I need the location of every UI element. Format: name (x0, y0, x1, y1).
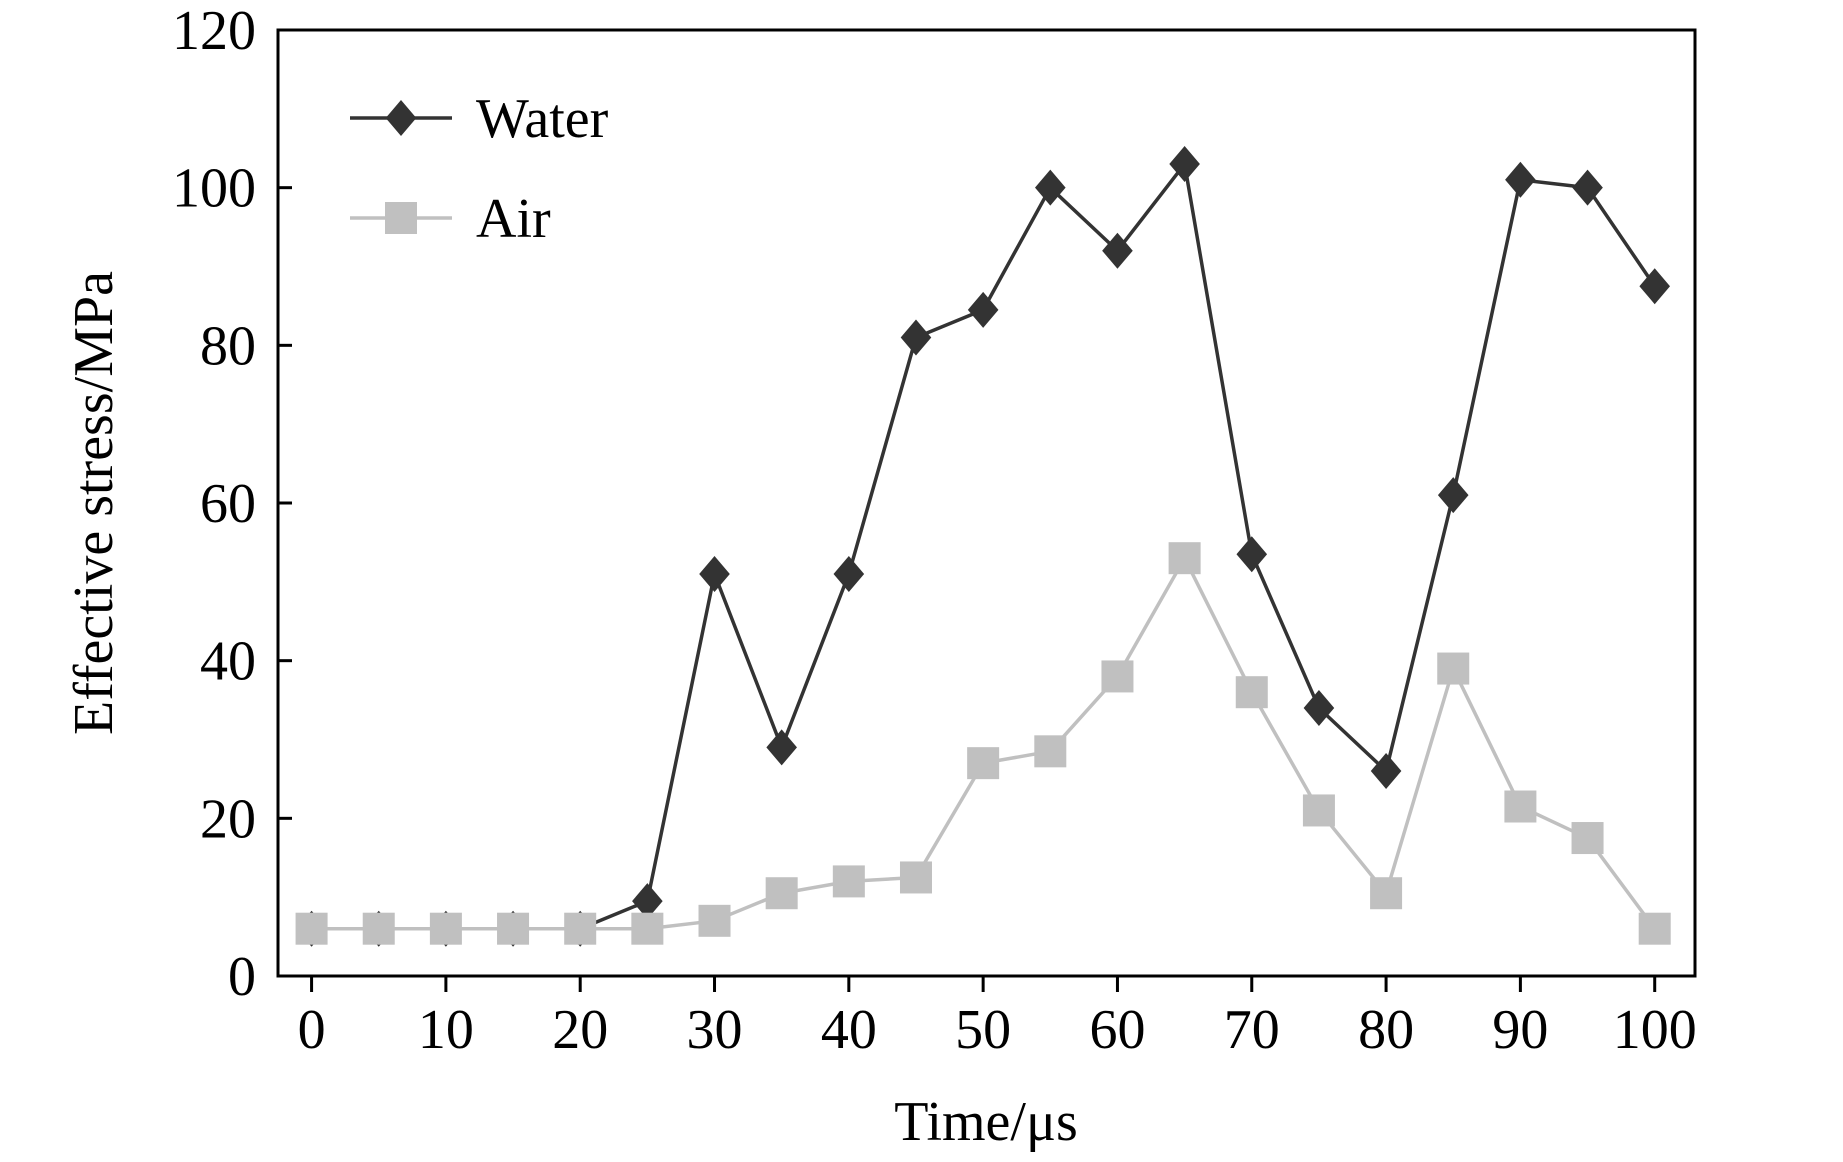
legend-label-air: Air (476, 188, 551, 250)
x-tick-label: 70 (1224, 999, 1280, 1061)
x-axis-ticks: 0 10 20 30 40 50 60 70 80 90 100 (298, 976, 1697, 1061)
x-tick-label: 80 (1358, 999, 1414, 1061)
data-point-air (1235, 676, 1268, 709)
y-tick-label: 100 (172, 158, 256, 220)
data-point-water (1639, 268, 1671, 305)
x-tick-label: 50 (955, 999, 1011, 1061)
x-tick-label: 10 (418, 999, 474, 1061)
y-tick-label: 40 (200, 631, 256, 693)
series-air (295, 542, 1671, 945)
data-point-air (1101, 660, 1134, 693)
data-point-air (564, 912, 597, 945)
data-point-air (967, 747, 1000, 780)
x-tick-label: 100 (1613, 999, 1697, 1061)
y-tick-label: 80 (200, 315, 256, 377)
data-point-air (295, 912, 328, 945)
data-point-water (1236, 536, 1268, 573)
data-point-water (699, 555, 730, 592)
data-point-air (832, 865, 865, 898)
data-point-air (765, 877, 798, 910)
data-point-water (1572, 169, 1603, 206)
y-axis-ticks: 0 20 40 60 80 100 120 (172, 0, 292, 1008)
y-tick-label: 20 (200, 788, 256, 850)
x-tick-label: 30 (687, 999, 743, 1061)
x-tick-label: 40 (821, 999, 877, 1061)
data-point-water (1169, 146, 1200, 183)
data-point-water (833, 555, 865, 592)
x-tick-label: 90 (1492, 999, 1548, 1061)
data-point-air (497, 912, 530, 945)
legend-label-water: Water (476, 88, 609, 150)
legend-marker-water (385, 100, 417, 136)
data-point-air (1034, 735, 1067, 768)
data-point-water (1034, 169, 1066, 206)
data-point-water (1505, 161, 1536, 198)
data-point-water (1370, 753, 1402, 790)
data-point-air (429, 912, 462, 945)
data-point-air (1370, 877, 1403, 910)
data-point-water (967, 291, 999, 328)
legend: Water Air (350, 88, 609, 250)
data-point-air (631, 912, 664, 945)
data-point-air (362, 912, 395, 945)
series-line-air (311, 556, 1657, 931)
y-tick-label: 60 (200, 473, 256, 535)
y-axis-title: Effective stress/MPa (63, 271, 125, 735)
data-point-air (1504, 790, 1537, 823)
data-point-water (1303, 689, 1335, 726)
series-layer (295, 146, 1671, 947)
data-point-air (1302, 794, 1335, 827)
data-point-air (1638, 912, 1671, 945)
legend-marker-air (385, 202, 417, 234)
y-tick-label: 120 (172, 0, 256, 62)
data-point-air (1437, 652, 1470, 685)
x-tick-label: 20 (552, 999, 608, 1061)
data-point-water (900, 319, 932, 356)
plot-frame (276, 28, 1697, 978)
x-tick-label: 0 (298, 999, 326, 1061)
data-point-water (1102, 232, 1133, 269)
x-tick-label: 60 (1089, 999, 1145, 1061)
data-point-water (1437, 477, 1469, 514)
y-tick-label: 0 (228, 946, 256, 1008)
legend-item-water: Water (350, 88, 609, 150)
data-point-water (766, 729, 797, 766)
data-point-air (1571, 822, 1604, 855)
series-water (296, 146, 1671, 947)
data-point-air (899, 861, 932, 894)
x-axis-title: Time/μs (894, 1091, 1078, 1153)
legend-item-air: Air (350, 188, 551, 250)
data-point-water (632, 883, 663, 920)
data-point-air (1168, 542, 1201, 575)
series-line-water (311, 162, 1657, 931)
data-point-air (698, 904, 731, 937)
